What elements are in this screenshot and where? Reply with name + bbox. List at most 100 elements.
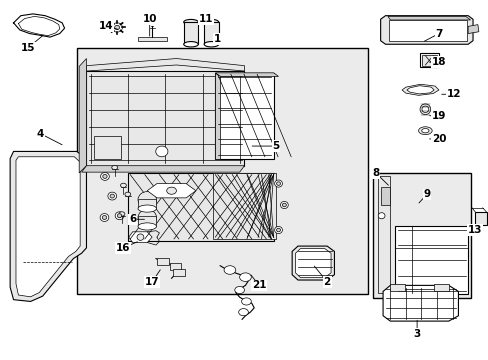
Bar: [372, 173, 469, 298]
Text: 6: 6: [129, 214, 136, 224]
Text: 3: 3: [413, 329, 420, 339]
Polygon shape: [128, 232, 152, 243]
Text: 4: 4: [37, 129, 44, 139]
Polygon shape: [215, 73, 220, 158]
Ellipse shape: [183, 41, 198, 47]
Ellipse shape: [276, 182, 280, 185]
Polygon shape: [419, 53, 438, 67]
Ellipse shape: [100, 213, 109, 221]
Ellipse shape: [238, 309, 248, 316]
Ellipse shape: [419, 104, 430, 114]
Ellipse shape: [108, 192, 116, 200]
Text: 9: 9: [423, 189, 429, 199]
Ellipse shape: [138, 192, 156, 208]
Polygon shape: [212, 173, 276, 239]
Text: 11: 11: [198, 14, 212, 24]
Text: 17: 17: [144, 277, 159, 287]
Ellipse shape: [166, 187, 176, 194]
Polygon shape: [387, 17, 469, 20]
Ellipse shape: [112, 165, 117, 170]
Bar: [94, 136, 120, 159]
Ellipse shape: [115, 212, 123, 220]
Ellipse shape: [112, 23, 122, 32]
Ellipse shape: [418, 127, 431, 135]
Bar: [138, 199, 156, 208]
Bar: [157, 258, 168, 265]
Ellipse shape: [276, 228, 280, 232]
Ellipse shape: [274, 226, 282, 234]
Polygon shape: [215, 73, 273, 159]
Ellipse shape: [234, 287, 244, 294]
Ellipse shape: [110, 194, 114, 198]
Polygon shape: [147, 184, 196, 198]
Ellipse shape: [377, 213, 384, 219]
Ellipse shape: [282, 203, 286, 207]
Ellipse shape: [203, 41, 218, 47]
Polygon shape: [433, 284, 448, 292]
Text: 10: 10: [142, 14, 157, 24]
Text: 12: 12: [446, 89, 460, 99]
Ellipse shape: [138, 210, 156, 226]
Text: 21: 21: [251, 280, 266, 291]
Ellipse shape: [102, 216, 106, 220]
Text: 16: 16: [116, 243, 130, 253]
Text: 1: 1: [214, 34, 221, 44]
Text: 20: 20: [431, 134, 446, 144]
Bar: [169, 263, 181, 270]
Text: 5: 5: [272, 141, 279, 151]
Polygon shape: [16, 157, 80, 297]
Ellipse shape: [241, 298, 251, 305]
Polygon shape: [295, 249, 330, 278]
Bar: [203, 22, 218, 44]
Polygon shape: [474, 212, 486, 225]
Bar: [183, 22, 198, 44]
Text: 13: 13: [467, 225, 482, 235]
Ellipse shape: [120, 183, 126, 188]
Polygon shape: [394, 226, 467, 294]
Ellipse shape: [119, 212, 124, 216]
Text: 19: 19: [431, 111, 445, 121]
Ellipse shape: [138, 205, 156, 212]
Ellipse shape: [224, 266, 235, 274]
Polygon shape: [291, 246, 334, 280]
Ellipse shape: [102, 175, 107, 179]
Bar: [421, 55, 436, 66]
Text: 18: 18: [431, 57, 446, 67]
Text: 8: 8: [371, 168, 379, 178]
Ellipse shape: [239, 273, 251, 282]
Polygon shape: [86, 59, 244, 71]
Ellipse shape: [115, 25, 119, 30]
Text: 15: 15: [21, 43, 35, 53]
Ellipse shape: [183, 19, 198, 25]
Polygon shape: [380, 16, 472, 44]
Polygon shape: [388, 20, 466, 41]
Polygon shape: [382, 285, 458, 321]
Ellipse shape: [138, 223, 156, 230]
Polygon shape: [380, 187, 389, 205]
Ellipse shape: [421, 106, 428, 112]
Polygon shape: [401, 84, 438, 95]
Ellipse shape: [280, 202, 287, 208]
Ellipse shape: [421, 129, 428, 133]
Ellipse shape: [203, 19, 218, 25]
Ellipse shape: [117, 214, 122, 218]
Ellipse shape: [101, 172, 109, 180]
Ellipse shape: [156, 146, 167, 157]
Ellipse shape: [137, 234, 143, 240]
Polygon shape: [86, 71, 244, 166]
Polygon shape: [467, 24, 478, 33]
Polygon shape: [215, 73, 278, 76]
Polygon shape: [10, 152, 86, 301]
Polygon shape: [406, 86, 433, 94]
Polygon shape: [81, 166, 244, 172]
Bar: [173, 269, 184, 276]
Polygon shape: [377, 176, 389, 293]
Polygon shape: [389, 284, 404, 292]
Bar: [138, 216, 156, 226]
Text: 7: 7: [434, 28, 442, 39]
Polygon shape: [127, 173, 273, 241]
Ellipse shape: [124, 192, 130, 197]
Polygon shape: [137, 37, 166, 41]
Text: 2: 2: [323, 277, 330, 287]
Ellipse shape: [274, 180, 282, 187]
